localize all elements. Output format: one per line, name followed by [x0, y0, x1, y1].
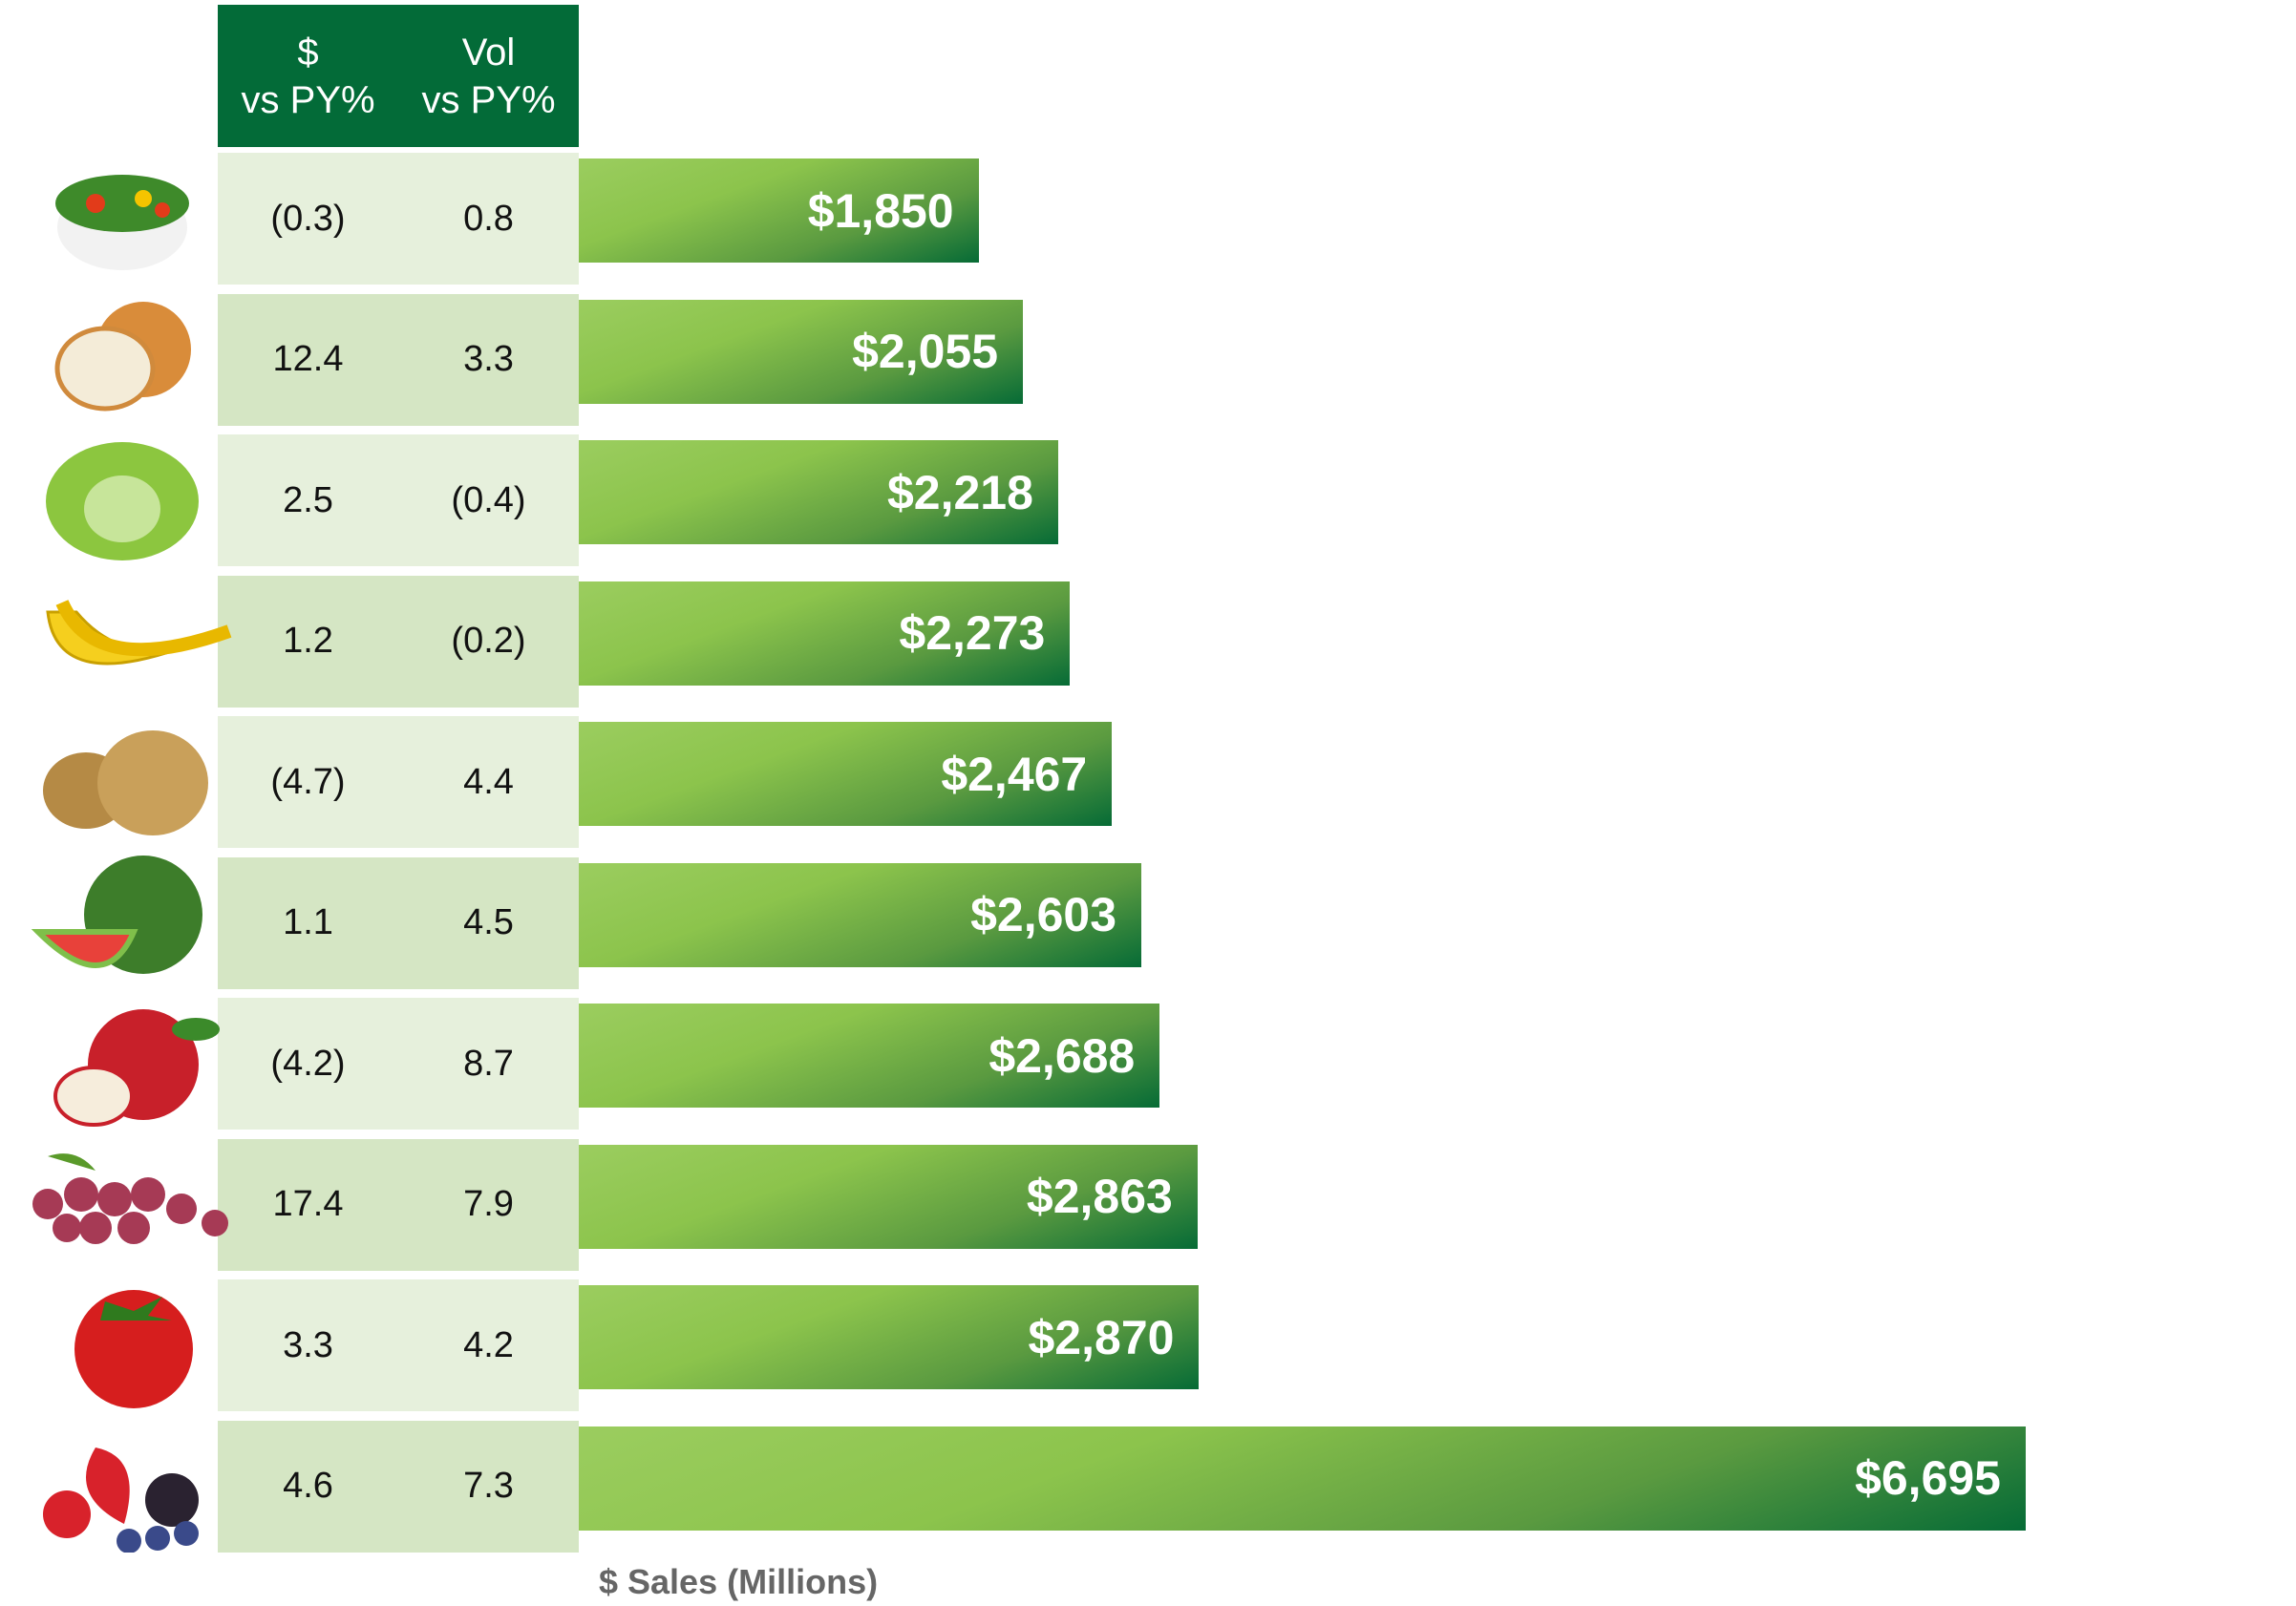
dollar-vs-py-cell: 1.1 — [283, 902, 333, 942]
lettuce-icon — [10, 433, 234, 566]
dollar-vs-py-cell: (0.3) — [270, 198, 346, 239]
bar-value-label: $2,863 — [1026, 1170, 1173, 1223]
table-row: 4.6 7.3 — [218, 1420, 579, 1553]
dollar-vs-py-cell: 12.4 — [272, 339, 344, 379]
dollar-vs-py-cell: 4.6 — [283, 1466, 333, 1506]
banana-icon — [10, 574, 234, 708]
onion-icon — [10, 292, 234, 426]
bar: $2,218 — [579, 440, 1058, 544]
apple-icon — [10, 996, 234, 1130]
table-header: $ vs PY% Vol vs PY% — [218, 5, 579, 147]
header-line: $ — [297, 31, 319, 74]
tomato-icon — [10, 1278, 234, 1411]
bar-value-label: $2,870 — [1028, 1310, 1175, 1364]
x-axis-label: $ Sales (Millions) — [599, 1562, 879, 1601]
dollar-vs-py-cell: 17.4 — [272, 1184, 344, 1224]
header-line: Vol — [461, 31, 516, 74]
dollar-vs-py-cell: 3.3 — [283, 1324, 333, 1365]
bar-value-label: $2,467 — [941, 747, 1088, 801]
vol-vs-py-cell: 7.3 — [463, 1466, 514, 1506]
table-row: 12.4 3.3 — [218, 293, 579, 426]
bar: $2,863 — [579, 1144, 1198, 1249]
salad-icon — [10, 151, 234, 285]
bar: $2,055 — [579, 299, 1024, 404]
vol-vs-py-cell: 4.5 — [463, 902, 514, 942]
table-row: 3.3 4.2 — [218, 1279, 579, 1411]
header-dollar-vs-py: $ vs PY% — [218, 5, 398, 147]
bar-value-label: $1,850 — [807, 183, 954, 238]
bar-value-label: $2,603 — [970, 888, 1117, 941]
bar-value-label: $2,273 — [899, 606, 1046, 660]
bar: $6,695 — [579, 1426, 2026, 1531]
bar: $1,850 — [579, 158, 979, 263]
vol-vs-py-cell: (0.4) — [451, 479, 526, 520]
vol-vs-py-cell: (0.2) — [451, 621, 526, 661]
header-line: vs PY% — [421, 78, 556, 121]
potato-icon — [10, 714, 234, 848]
dollar-vs-py-cell: 1.2 — [283, 621, 333, 661]
bar: $2,688 — [579, 1004, 1160, 1108]
bar-value-label: $2,055 — [852, 325, 999, 378]
bar: $2,870 — [579, 1285, 1200, 1389]
bar: $2,603 — [579, 862, 1142, 967]
table-row: (4.2) 8.7 — [218, 998, 579, 1130]
dollar-vs-py-cell: 2.5 — [283, 479, 333, 520]
watermelon-icon — [10, 855, 234, 989]
bar-value-label: $2,218 — [886, 465, 1033, 519]
table-row: 1.2 (0.2) — [218, 575, 579, 708]
vol-vs-py-cell: 3.3 — [463, 339, 514, 379]
table-row: (4.7) 4.4 — [218, 716, 579, 848]
table-row: 2.5 (0.4) — [218, 434, 579, 566]
table-row: 17.4 7.9 — [218, 1138, 579, 1271]
dollar-vs-py-cell: (4.7) — [270, 761, 346, 802]
vol-vs-py-cell: 4.2 — [463, 1324, 514, 1365]
vol-vs-py-cell: 4.4 — [463, 761, 514, 802]
vol-vs-py-cell: 0.8 — [463, 198, 514, 239]
table-row: 1.1 4.5 — [218, 856, 579, 989]
bar: $2,467 — [579, 722, 1113, 826]
dollar-vs-py-cell: (4.2) — [270, 1043, 346, 1084]
bar-value-label: $2,688 — [989, 1028, 1136, 1083]
bar-value-label: $6,695 — [1855, 1451, 2001, 1505]
table-row: (0.3) 0.8 — [218, 153, 579, 285]
vol-vs-py-cell: 8.7 — [463, 1043, 514, 1084]
grapes-icon — [10, 1137, 234, 1271]
bar: $2,273 — [579, 581, 1071, 686]
header-vol-vs-py: Vol vs PY% — [398, 5, 579, 147]
header-line: vs PY% — [241, 78, 375, 121]
berries-icon — [10, 1419, 234, 1553]
vol-vs-py-cell: 7.9 — [463, 1184, 514, 1224]
